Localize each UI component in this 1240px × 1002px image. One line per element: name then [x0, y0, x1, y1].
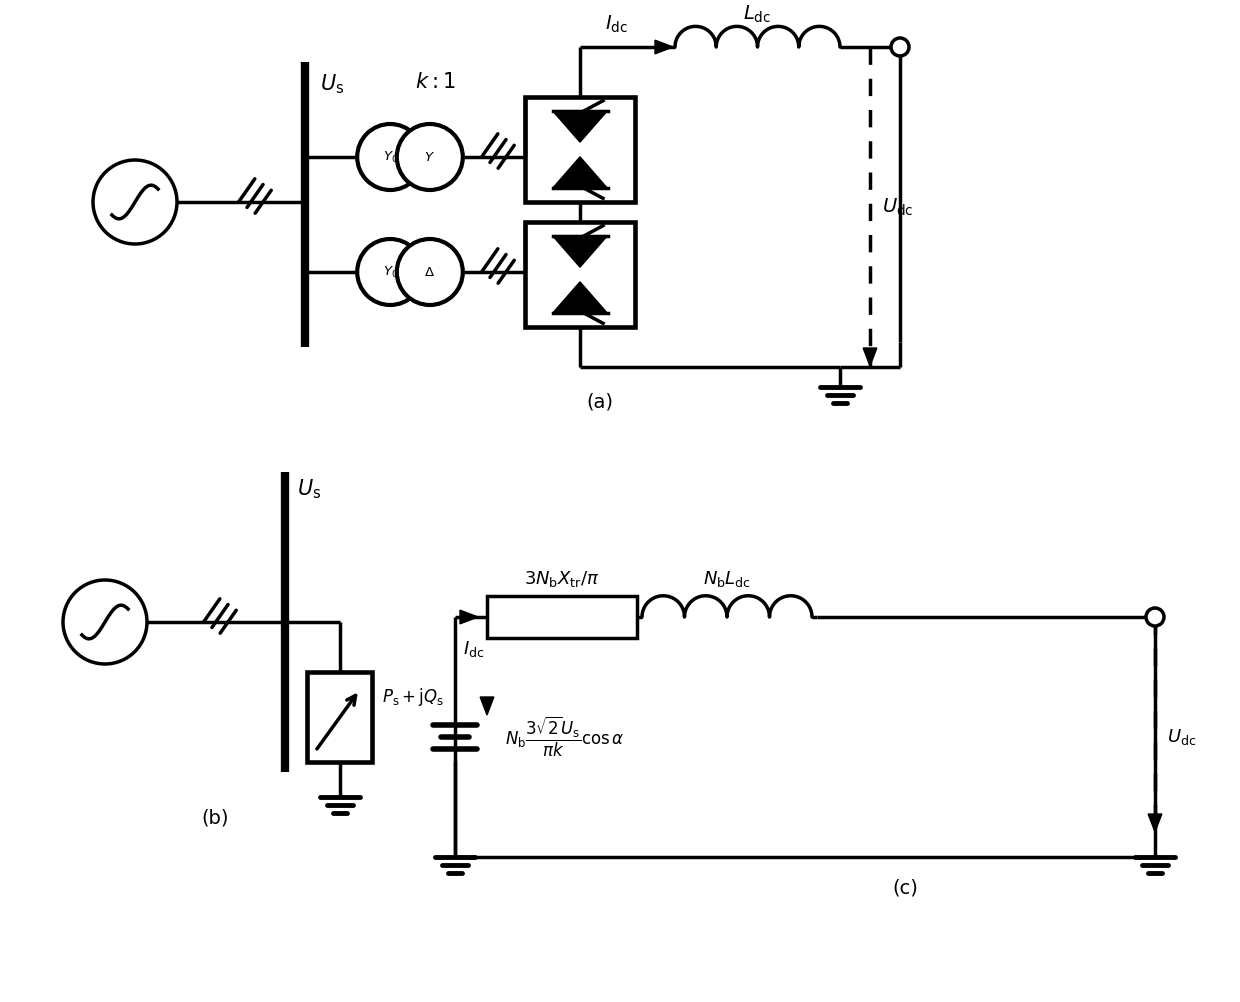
Text: $U_{\rm s}$: $U_{\rm s}$ [320, 72, 345, 95]
Bar [308, 672, 372, 762]
Text: (a): (a) [587, 392, 614, 411]
Bar [487, 596, 637, 638]
Circle shape [357, 124, 423, 190]
Circle shape [397, 239, 463, 305]
Polygon shape [553, 110, 608, 142]
Polygon shape [655, 40, 673, 54]
Text: $I_{\rm dc}$: $I_{\rm dc}$ [605, 14, 627, 35]
Polygon shape [460, 610, 477, 624]
Text: $L_{\rm dc}$: $L_{\rm dc}$ [744, 4, 771, 25]
Text: $N_{\rm b}\dfrac{3\sqrt{2}U_{\rm s}}{\pi k}\cos\alpha$: $N_{\rm b}\dfrac{3\sqrt{2}U_{\rm s}}{\pi… [505, 714, 625, 760]
Text: $Y_0$: $Y_0$ [382, 265, 398, 280]
Polygon shape [480, 697, 494, 715]
Text: $\Delta$: $\Delta$ [424, 266, 435, 279]
Text: $U_{\rm dc}$: $U_{\rm dc}$ [1167, 727, 1197, 747]
Bar [525, 97, 635, 202]
Polygon shape [553, 235, 608, 268]
Circle shape [892, 38, 909, 56]
Bar [525, 222, 635, 327]
Circle shape [93, 160, 177, 244]
Text: $Y_0$: $Y_0$ [382, 149, 398, 164]
Circle shape [397, 124, 463, 190]
Text: $U_{\rm dc}$: $U_{\rm dc}$ [882, 196, 914, 217]
Polygon shape [863, 348, 877, 366]
Text: $k:1$: $k:1$ [415, 72, 455, 92]
Text: $Y$: $Y$ [424, 150, 435, 163]
Polygon shape [553, 157, 608, 188]
Text: $U_{\rm s}$: $U_{\rm s}$ [298, 477, 321, 501]
Polygon shape [1148, 814, 1162, 832]
Text: $I_{\rm dc}$: $I_{\rm dc}$ [463, 639, 485, 659]
Circle shape [357, 239, 423, 305]
Text: $3N_{\rm b}X_{\rm tr}/\pi$: $3N_{\rm b}X_{\rm tr}/\pi$ [525, 569, 600, 589]
Circle shape [63, 580, 148, 664]
Text: (b): (b) [201, 809, 228, 828]
Polygon shape [553, 282, 608, 314]
Text: $N_{\rm b}L_{\rm dc}$: $N_{\rm b}L_{\rm dc}$ [703, 569, 751, 589]
Text: $P_{\rm s}+{\rm j}Q_{\rm s}$: $P_{\rm s}+{\rm j}Q_{\rm s}$ [382, 686, 445, 708]
Text: (c): (c) [892, 879, 918, 898]
Circle shape [1146, 608, 1164, 626]
